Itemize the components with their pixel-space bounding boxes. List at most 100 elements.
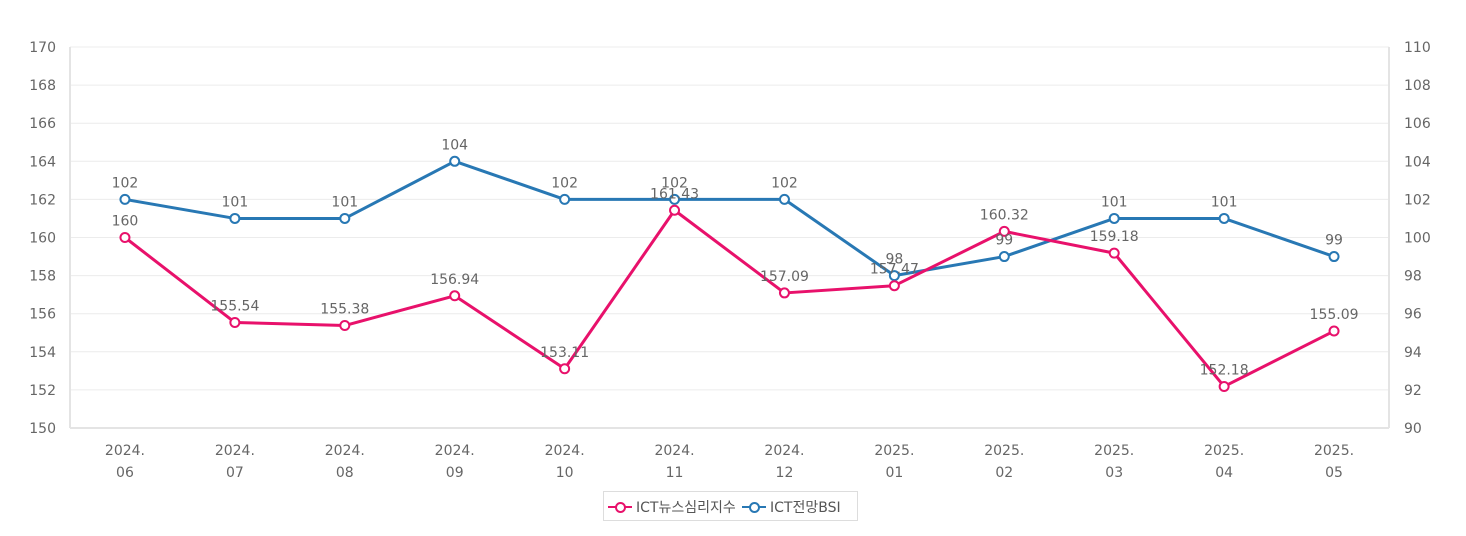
x-tick-month: 12 [776,465,794,481]
data-point [119,232,131,243]
data-point [998,251,1010,263]
y-left-tick-label: 164 [29,154,56,170]
x-tick-label: 2025. 01 [874,443,914,481]
data-point [998,225,1010,237]
data-point [669,193,681,205]
data-label: 160.32 [980,207,1029,223]
y-left-tick-label: 170 [29,40,56,56]
axes [69,47,1390,429]
y-left-tick-label: 168 [29,78,56,94]
data-label: 152.18 [1200,362,1249,378]
data-point [1108,247,1120,259]
x-tick-label: 2025. 04 [1204,443,1244,481]
data-label: 155.38 [320,302,369,318]
y-axis-left: 150 152 154 156 158 160 162 164 166 168 170 [29,40,56,437]
data-label: 155.54 [210,298,259,314]
y-right-tick-label: 102 [1404,192,1431,208]
y-right-tick-label: 92 [1404,383,1422,399]
x-tick-month: 04 [1215,465,1233,481]
y-right-tick-label: 100 [1404,231,1431,247]
x-tick-month: 08 [336,465,354,481]
data-label: 159.18 [1090,229,1139,245]
series-bsi [119,155,1340,282]
x-tick-month: 10 [556,465,574,481]
data-label: 161.43 [650,186,699,202]
x-tick-year: 2025. [1204,443,1244,459]
data-point [1218,212,1230,224]
data-point [1328,251,1340,263]
data-label: 102 [551,175,578,191]
data-point [778,287,790,299]
data-point [888,270,900,282]
data-label: 102 [771,175,798,191]
y-axis-right: 90 92 94 96 98 100 102 104 106 108 110 [1404,40,1431,437]
x-tick-label: 2024. 10 [545,443,585,481]
x-tick-month: 07 [226,465,244,481]
y-left-tick-label: 162 [29,192,56,208]
x-tick-label: 2025. 03 [1094,443,1134,481]
data-point [449,290,461,302]
series-layer: 102 101 101 104 102 102 102 98 99 101 101 99 160 155.… [112,137,1359,392]
data-label: 153.11 [540,345,589,361]
y-right-tick-label: 108 [1404,78,1431,94]
legend-dot [749,502,760,513]
legend: ICT뉴스심리지수 ICT전망BSI [603,491,858,521]
data-point [339,212,351,224]
data-label: 102 [112,175,139,191]
data-label: 99 [1325,233,1343,249]
x-tick-year: 2025. [1094,443,1134,459]
data-point [229,212,241,224]
y-left-tick-label: 150 [29,421,56,437]
legend-item-news-index[interactable]: ICT뉴스심리지수 [608,498,736,516]
x-tick-month: 03 [1105,465,1123,481]
x-tick-label: 2024. 09 [435,443,475,481]
data-point [778,193,790,205]
x-tick-label: 2024. 06 [105,443,145,481]
data-point [229,316,241,328]
x-tick-year: 2024. [325,443,365,459]
x-tick-label: 2024. 08 [325,443,365,481]
y-right-tick-label: 110 [1404,40,1431,56]
data-point [888,280,900,292]
data-label: 156.94 [430,272,479,288]
y-right-tick-label: 106 [1404,116,1431,132]
legend-label: ICT전망BSI [770,500,841,516]
x-tick-year: 2025. [874,443,914,459]
legend-marker-icon [608,501,632,513]
data-label: 160 [112,214,139,230]
x-tick-year: 2024. [654,443,694,459]
data-point [559,193,571,205]
x-tick-label: 2025. 05 [1314,443,1354,481]
x-tick-year: 2025. [1314,443,1354,459]
legend-marker-icon [742,501,766,513]
data-label: 101 [1211,194,1238,210]
x-tick-month: 05 [1325,465,1343,481]
data-label: 101 [331,194,358,210]
legend-item-bsi[interactable]: ICT전망BSI [742,498,841,516]
x-tick-year: 2024. [764,443,804,459]
x-tick-month: 02 [995,465,1013,481]
y-left-tick-label: 158 [29,269,56,285]
series-news-index [119,204,1340,392]
data-label: 157.47 [870,262,919,278]
data-point [1108,212,1120,224]
data-label: 157.09 [760,269,809,285]
data-label: 98 [885,252,903,268]
series-line [124,159,1335,278]
y-left-tick-label: 160 [29,231,56,247]
data-point [559,363,571,375]
data-label: 104 [441,137,468,153]
y-right-tick-label: 104 [1404,154,1431,170]
data-point [449,155,461,167]
y-right-tick-label: 90 [1404,421,1422,437]
y-right-tick-label: 98 [1404,269,1422,285]
x-tick-month: 06 [116,465,134,481]
y-left-tick-label: 152 [29,383,56,399]
y-left-tick-label: 154 [29,345,56,361]
x-tick-year: 2024. [215,443,255,459]
y-right-tick-label: 94 [1404,345,1422,361]
x-tick-label: 2024. 12 [764,443,804,481]
data-point [339,320,351,332]
